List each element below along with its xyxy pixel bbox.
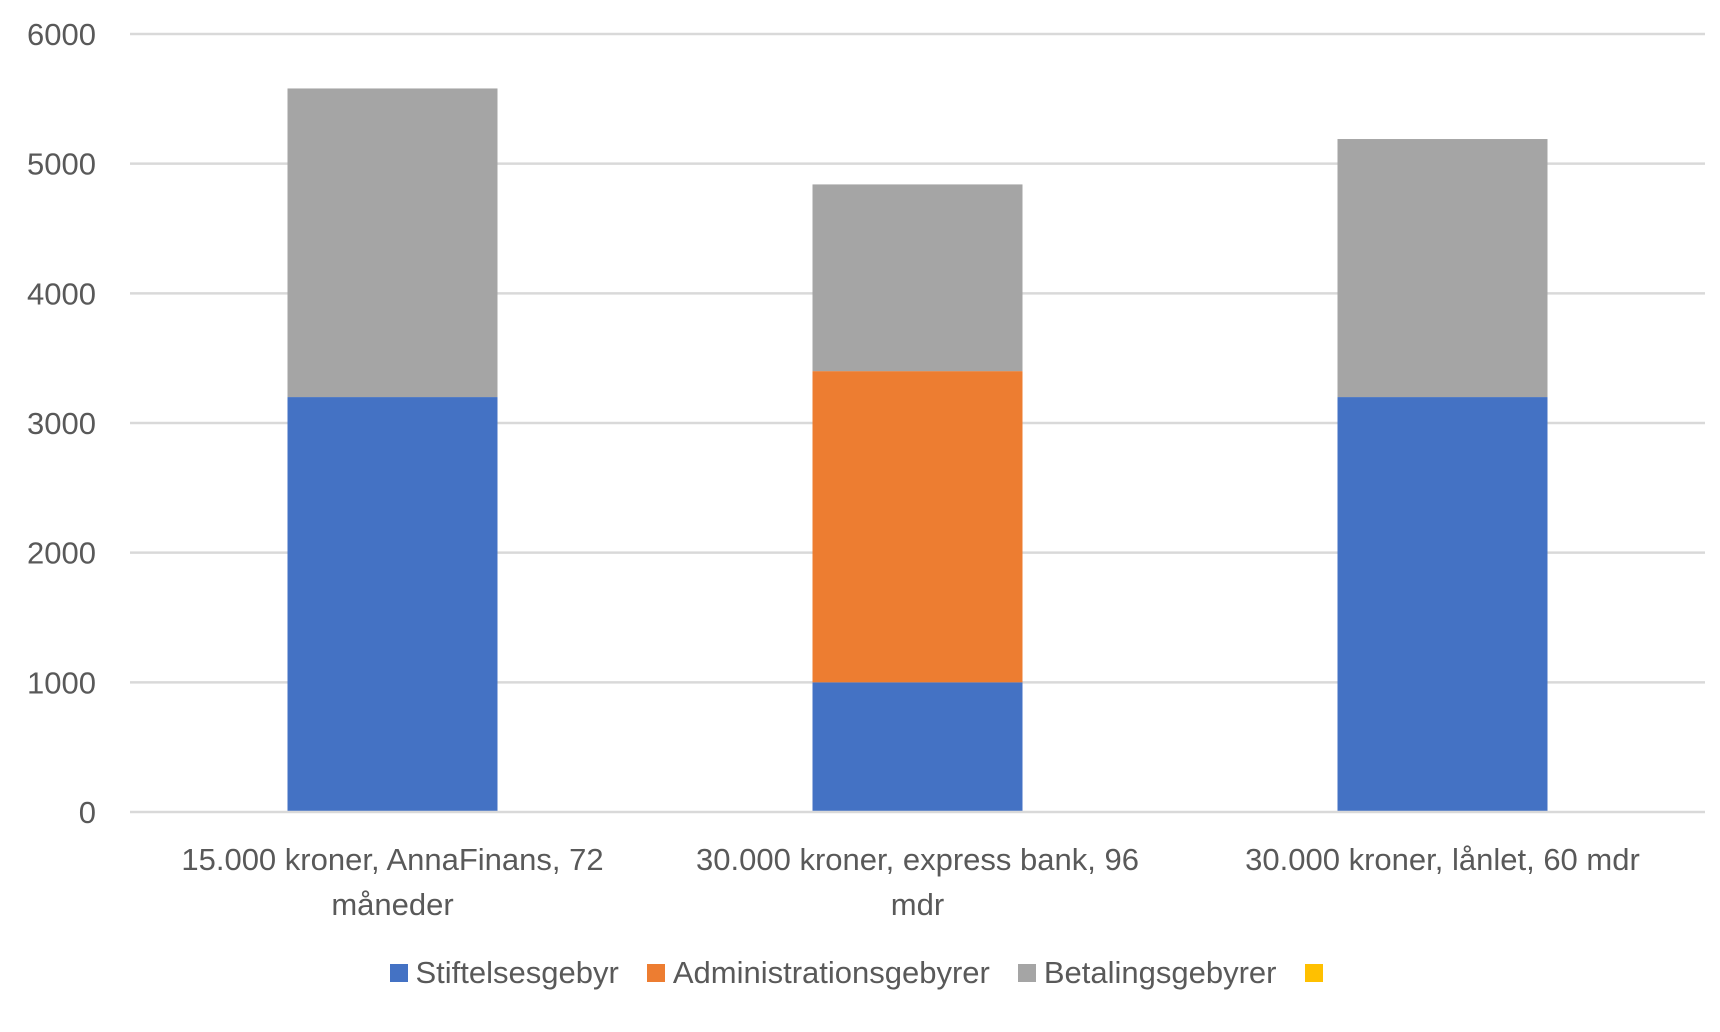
legend-swatch: [646, 964, 665, 982]
legend-label: Betalingsgebyrer: [1043, 955, 1277, 990]
chart-legend: Stiftelsesgebyr Administrationsgebyrer Bet…: [0, 955, 1720, 991]
bars: [287, 88, 1548, 812]
y-tick-label: 1000: [27, 665, 96, 700]
bar-segment-betalingsgebyrer-1: [812, 184, 1023, 372]
legend-label: Administrationsgebyrer: [672, 955, 990, 990]
y-tick-label: 3000: [27, 406, 96, 441]
x-category-label: 15.000 kroner, AnnaFinans, 72: [181, 842, 603, 877]
legend-item: Betalingsgebyrer: [1017, 955, 1277, 991]
axes: 0 1000 2000 3000 4000 5000 6000 15.000 kroner, …: [27, 17, 1705, 922]
x-category-label: 30.000 kroner, express bank, 96: [696, 842, 1139, 877]
x-category-label: måneder: [331, 887, 453, 922]
bar-segment-betalingsgebyrer-2: [1337, 139, 1548, 398]
bar-segment-administrationsgebyrer-1: [812, 371, 1023, 683]
y-tick-label: 5000: [27, 147, 96, 182]
x-category-label: mdr: [891, 887, 944, 922]
legend-swatch: [1017, 964, 1036, 982]
legend-item: [1304, 964, 1331, 982]
y-tick-label: 4000: [27, 276, 96, 311]
bar-segment-stiftelsesgebyr-2: [1337, 397, 1548, 812]
legend-swatch: [389, 964, 408, 982]
y-tick-label: 0: [79, 795, 96, 830]
y-tick-label: 6000: [27, 17, 96, 52]
bar-segment-stiftelsesgebyr-0: [287, 397, 498, 812]
legend-item: Stiftelsesgebyr: [389, 955, 619, 991]
legend-label: Stiftelsesgebyr: [415, 955, 619, 990]
y-tick-label: 2000: [27, 536, 96, 571]
x-category-label: 30.000 kroner, lånlet, 60 mdr: [1245, 842, 1640, 877]
legend-swatch: [1304, 964, 1323, 982]
bar-segment-stiftelsesgebyr-1: [812, 682, 1023, 812]
bar-segment-betalingsgebyrer-0: [287, 88, 498, 398]
legend-item: Administrationsgebyrer: [646, 955, 990, 991]
